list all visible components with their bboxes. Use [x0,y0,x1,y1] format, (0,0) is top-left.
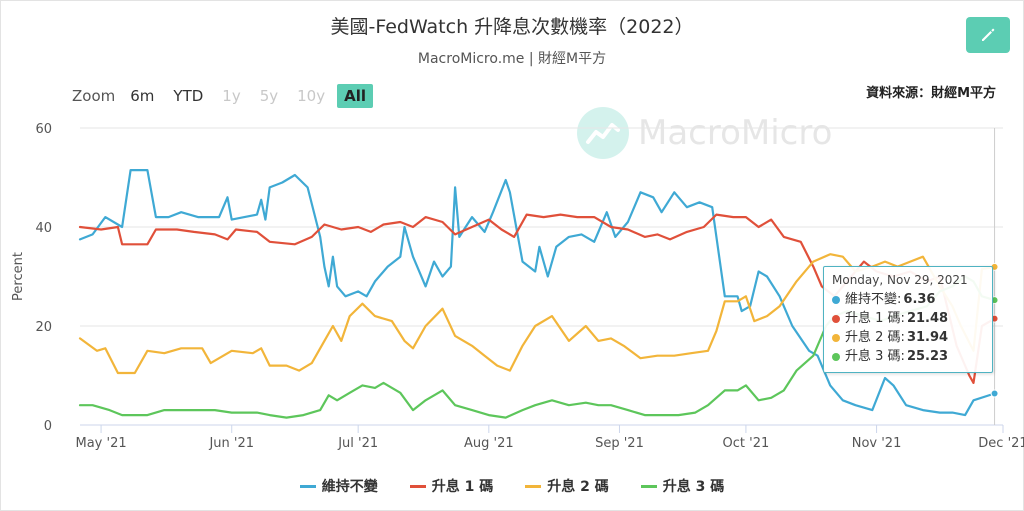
legend-label: 升息 1 碼 [431,479,494,495]
zoom-5y-button[interactable]: 5y [259,87,279,105]
chart-title: 美國-FedWatch 升降息次數機率（2022） [330,16,694,38]
y-tick-label: 20 [35,320,52,335]
legend-label: 升息 3 碼 [662,479,725,495]
legend-item[interactable]: 升息 1 碼 [409,476,494,496]
legend-swatch [409,484,426,488]
tooltip-series-name: 維持不變 [845,292,898,307]
watermark-text: MacroMicro [638,113,833,153]
legend-label: 升息 2 碼 [547,479,609,495]
y-tick-label: 40 [35,221,52,236]
y-tick-label: 60 [35,122,52,137]
tooltip: Monday, Nov 29, 2021 維持不變: 6.36 升息 1 碼: … [823,266,993,373]
x-tick-label: Dec '21 [978,436,1024,451]
tooltip-row: 升息 1 碼: 21.48 [832,309,984,328]
x-tick-label: Aug '21 [464,436,514,451]
x-axis-ticks: May '21 Jun '21 Jul '21 Aug '21 Sep '21 Oct '… [76,425,1024,451]
edit-button[interactable] [966,17,1010,53]
x-tick-label: Jul '21 [337,436,378,451]
tooltip-date: Monday, Nov 29, 2021 [832,273,968,287]
y-axis-label: Percent [11,252,26,301]
x-tick-label: May '21 [76,436,127,451]
x-tick-label: Sep '21 [595,436,644,451]
zoom-ytd-button[interactable]: YTD [173,87,204,105]
tooltip-value: 31.94 [906,330,949,345]
x-tick-label: Nov '21 [852,436,902,451]
zoom-all-button[interactable]: All [337,84,374,108]
zoom-1y-button[interactable]: 1y [222,87,241,105]
tooltip-row: 維持不變: 6.36 [832,290,984,309]
legend-item[interactable]: 升息 3 碼 [640,476,725,496]
data-source-label: 資料來源：財經M平方 [866,86,996,101]
tooltip-value: 21.48 [906,311,949,326]
watermark: MacroMicro [576,106,832,160]
tooltip-row: 升息 3 碼: 25.23 [832,347,984,366]
tooltip-series-name: 升息 2 碼 [845,330,901,345]
tooltip-dot [832,333,840,342]
legend-item[interactable]: 維持不變 [299,476,378,496]
series-line-1 [78,169,996,417]
legend-label: 維持不變 [321,479,378,495]
tooltip-dot [832,295,840,304]
zoom-10y-button[interactable]: 10y [297,87,326,105]
tooltip-value: 6.36 [903,292,936,307]
tooltip-series-name: 升息 1 碼 [845,311,901,326]
zoom-controls: Zoom 6m YTD 1y 5y 10y All [72,84,378,108]
pencil-icon [982,28,995,41]
tooltip-dot [832,352,840,361]
legend: 維持不變 升息 1 碼 升息 2 碼 升息 3 碼 [0,476,1024,496]
chart-subtitle: MacroMicro.me | 財經M平方 [417,51,607,67]
legend-swatch [299,484,316,488]
y-axis-ticks: 0 20 40 60 [35,122,52,434]
x-tick-label: Oct '21 [723,436,770,451]
y-tick-label: 0 [44,419,52,434]
x-tick-label: Jun '21 [208,436,254,451]
tooltip-series-name: 升息 3 碼 [845,349,901,364]
tooltip-value: 25.23 [906,349,949,364]
legend-swatch [525,484,542,488]
legend-item[interactable]: 升息 2 碼 [525,476,609,496]
zoom-6m-button[interactable]: 6m [130,87,155,105]
zoom-label: Zoom [72,87,116,105]
macromicro-logo-icon [577,107,629,159]
tooltip-row: 升息 2 碼: 31.94 [832,328,984,347]
tooltip-dot [832,314,840,323]
legend-swatch [640,484,657,488]
hover-marker [990,389,999,398]
